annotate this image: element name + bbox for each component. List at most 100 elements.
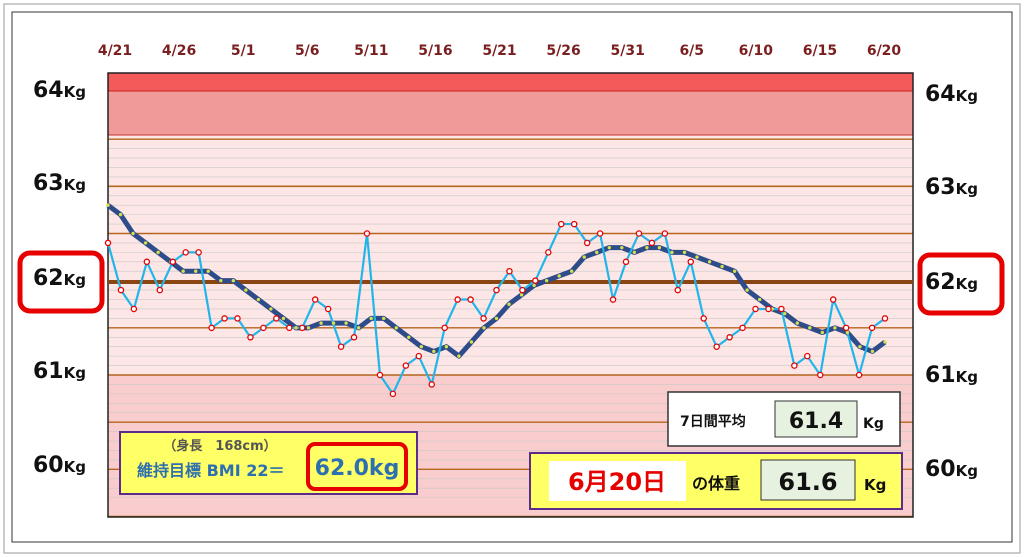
moving-average-point <box>607 245 611 250</box>
y-tick-unit: Kg <box>64 83 86 101</box>
daily-weight-point <box>454 296 461 303</box>
moving-average-point <box>331 321 336 325</box>
daily-weight-point <box>234 315 241 322</box>
bmi-target-label: 維持目標 BMI 22＝ <box>137 461 284 480</box>
today-label: の体重 <box>692 474 740 493</box>
daily-weight-point <box>221 315 228 322</box>
moving-average-point <box>407 335 411 339</box>
daily-weight-point <box>260 324 267 332</box>
daily-weight-point <box>532 277 539 284</box>
x-tick-label: 5/31 <box>610 43 644 59</box>
daily-weight-point <box>104 239 112 247</box>
target-highlight-left <box>17 250 105 314</box>
y-tick-unit: Kg <box>956 87 978 105</box>
y-tick-unit: Kg <box>64 364 86 382</box>
moving-average-point <box>783 311 787 316</box>
moving-average-point <box>682 250 687 255</box>
moving-average-point <box>194 269 198 273</box>
moving-average-point <box>319 321 323 325</box>
moving-average-points <box>106 203 887 358</box>
daily-weight-point <box>247 334 254 341</box>
daily-weight-point <box>596 230 604 237</box>
moving-average-point <box>181 269 185 273</box>
moving-average-point <box>356 326 361 330</box>
daily-weight-point <box>311 296 319 303</box>
moving-average-point <box>219 278 223 283</box>
moving-average-point <box>469 340 474 344</box>
outer-border <box>3 3 1021 554</box>
moving-average-point <box>707 260 712 264</box>
daily-weight-point <box>765 305 772 313</box>
moving-average-point <box>645 245 649 250</box>
moving-average-point <box>519 293 524 297</box>
y-tick-label-left: 62Kg <box>33 266 86 291</box>
daily-weight-point <box>117 286 125 294</box>
y-tick-unit: Kg <box>956 462 978 480</box>
daily-weight-point <box>169 258 176 266</box>
x-tick-label: 5/11 <box>354 43 388 59</box>
moving-average-point <box>745 288 749 292</box>
daily-weight-point <box>635 230 643 237</box>
y-tick-label-right: 61Kg <box>925 363 978 388</box>
daily-weight-point <box>817 371 824 379</box>
moving-average-point <box>444 345 449 349</box>
moving-average-point <box>206 269 210 273</box>
moving-average-point <box>870 349 875 354</box>
daily-weight-point <box>480 315 487 322</box>
y-tick-unit: Kg <box>956 368 978 386</box>
y-tick-label-left: 61Kg <box>33 359 86 384</box>
daily-weight-point <box>286 324 293 332</box>
y-tick-label-right: 60Kg <box>925 457 978 482</box>
moving-average-point <box>532 283 536 288</box>
daily-weight-point <box>441 324 448 332</box>
daily-weight-point <box>337 343 345 350</box>
daily-weight-point <box>674 286 682 294</box>
daily-weight-point <box>868 324 876 332</box>
moving-average-point <box>131 231 135 236</box>
daily-weight-point <box>208 324 215 332</box>
x-tick-label: 5/16 <box>418 43 452 59</box>
x-tick-label: 6/5 <box>679 43 704 59</box>
moving-average-point <box>657 245 662 250</box>
daily-weight-point <box>648 239 656 247</box>
today-date-bg <box>549 461 686 501</box>
daily-weight-point <box>622 258 630 266</box>
moving-average-point <box>281 316 286 321</box>
moving-average-point <box>507 302 511 306</box>
daily-weight-point <box>881 315 889 322</box>
daily-weight-point <box>545 249 552 256</box>
bmi-target-value-box <box>306 442 408 491</box>
x-tick-label: 6/20 <box>867 43 902 59</box>
today-value-box <box>760 459 856 501</box>
y-tick-label-left: 64Kg <box>33 78 86 103</box>
moving-average-point <box>382 316 386 321</box>
x-tick-label: 5/6 <box>295 43 320 59</box>
daily-weight-point <box>506 267 513 275</box>
moving-average-point <box>833 326 837 330</box>
y-tick-unit: Kg <box>64 458 86 476</box>
moving-average-point <box>344 321 348 325</box>
moving-average-point <box>883 340 887 344</box>
moving-average-point <box>143 241 148 245</box>
today-unit: Kg <box>864 476 886 494</box>
daily-weight-point <box>583 239 591 247</box>
bmi-height-text: （身長 168cm） <box>163 438 276 454</box>
x-axis-labels: 4/21 4/26 5/1 5/6 5/11 5/16 5/21 5/26 5/31 6/5 6/1… <box>98 43 902 59</box>
daily-weight-point <box>182 249 189 256</box>
moving-average-point <box>620 245 624 250</box>
daily-weight-point <box>324 305 332 313</box>
x-tick-label: 5/26 <box>546 43 580 59</box>
y-tick-unit: Kg <box>956 275 978 293</box>
daily-weight-point <box>519 286 526 294</box>
daily-weight-point <box>350 334 358 341</box>
y-tick-label-right: 62Kg <box>925 270 978 295</box>
moving-average-point <box>820 330 825 335</box>
daily-weight-point <box>273 315 280 322</box>
today-value: 61.6 <box>778 468 837 496</box>
moving-average-point <box>457 354 461 358</box>
daily-weight-point <box>415 352 423 360</box>
moving-average-point <box>269 307 273 311</box>
moving-average-point <box>858 345 862 349</box>
daily-weight-point <box>195 249 202 256</box>
